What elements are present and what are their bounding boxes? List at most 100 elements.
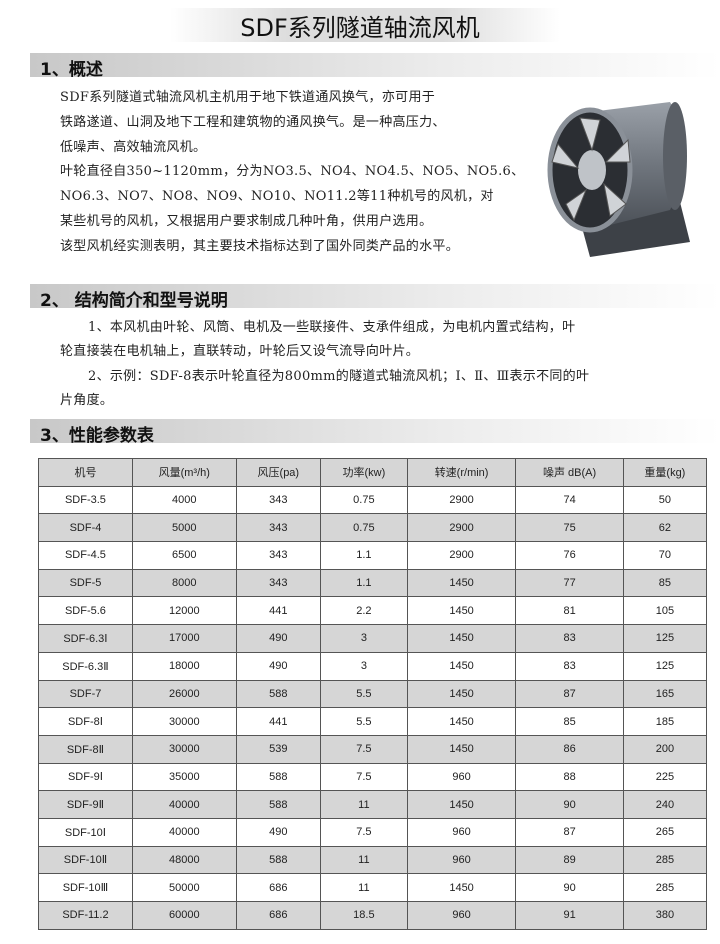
column-header: 噪声 dB(A) xyxy=(515,458,624,487)
table-cell: 75 xyxy=(515,513,624,543)
table-cell: SDF-6.3Ⅱ xyxy=(38,651,133,681)
table-cell: 7.5 xyxy=(320,817,408,847)
table-row: SDF-10Ⅰ 40000 490 7.5 960 87 265 xyxy=(38,817,708,847)
table-row: SDF-6.3Ⅰ 17000 490 3 1450 83 125 xyxy=(38,624,708,653)
table-cell: 490 xyxy=(235,624,322,653)
table-cell: 88 xyxy=(515,762,624,792)
table-cell: 1450 xyxy=(406,596,517,626)
table-row: SDF-10Ⅲ 50000 686 11 1450 90 285 xyxy=(38,873,708,902)
table-cell: SDF-5 xyxy=(38,568,133,598)
table-cell: 50 xyxy=(622,485,708,515)
table-cell: 240 xyxy=(622,790,708,819)
section-title: 2、 结构简介和型号说明 xyxy=(40,291,228,311)
table-cell: 83 xyxy=(515,624,624,653)
table-cell: 960 xyxy=(406,762,517,792)
table-row: SDF-9Ⅱ 40000 588 11 1450 90 240 xyxy=(38,790,708,819)
table-cell: 74 xyxy=(515,485,624,515)
header-row: 机号 风量(m³/h) 风压(pa) 功率(kw) 转速(r/min) 噪声 dB(A) 重… xyxy=(38,458,708,487)
table-cell: 4000 xyxy=(131,485,237,515)
table-cell: SDF-8Ⅱ xyxy=(38,734,133,764)
paragraph-line: 低噪声、高效轴流风机。 xyxy=(60,140,207,155)
table-row: SDF-8Ⅱ 30000 539 7.5 1450 86 200 xyxy=(38,734,708,764)
table-cell: 490 xyxy=(235,651,322,681)
table-cell: SDF-11.2 xyxy=(38,901,133,930)
table-cell: 588 xyxy=(235,762,322,792)
table-row: SDF-8Ⅰ 30000 441 5.5 1450 85 185 xyxy=(38,707,708,736)
table-cell: SDF-8Ⅰ xyxy=(38,707,133,736)
table-cell: 81 xyxy=(515,596,624,626)
table-cell: 200 xyxy=(622,734,708,764)
table-cell: SDF-10Ⅲ xyxy=(38,873,133,902)
table-cell: 588 xyxy=(235,679,322,709)
table-cell: 1450 xyxy=(406,790,517,819)
table-cell: 90 xyxy=(515,790,624,819)
fan-image xyxy=(547,102,690,257)
table-cell: 11 xyxy=(320,845,408,875)
table-cell: 225 xyxy=(622,762,708,792)
page-title: SDF系列隧道轴流风机 xyxy=(240,14,480,42)
table-cell: 588 xyxy=(235,845,322,875)
table-row: SDF-3.5 4000 343 0.75 2900 74 50 xyxy=(38,485,708,515)
table-row: SDF-9Ⅰ 35000 588 7.5 960 88 225 xyxy=(38,762,708,792)
table-cell: 380 xyxy=(622,901,708,930)
table-cell: 18000 xyxy=(131,651,237,681)
paragraph-line: 2、示例：SDF-8表示叶轮直径为800mm的隧道式轴流风机；Ⅰ、Ⅱ、Ⅲ表示不同… xyxy=(88,369,590,384)
table-cell: 0.75 xyxy=(320,513,408,543)
table-cell: 686 xyxy=(235,873,322,902)
column-header: 重量(kg) xyxy=(622,458,708,487)
table-cell: 125 xyxy=(622,651,708,681)
table-cell: 1450 xyxy=(406,679,517,709)
table-cell: 265 xyxy=(622,817,708,847)
table-cell: 90 xyxy=(515,873,624,902)
table-cell: 86 xyxy=(515,734,624,764)
table-cell: 1.1 xyxy=(320,541,408,570)
table-cell: 60000 xyxy=(131,901,237,930)
table-cell: 62 xyxy=(622,513,708,543)
table-cell: 343 xyxy=(235,541,322,570)
table-cell: SDF-6.3Ⅰ xyxy=(38,624,133,653)
table-cell: SDF-7 xyxy=(38,679,133,709)
paragraph-line: SDF系列隧道式轴流风机主机用于地下铁道通风换气，亦可用于 xyxy=(60,90,436,105)
table-cell: 40000 xyxy=(131,790,237,819)
table-cell: 12000 xyxy=(131,596,237,626)
table-cell: 11 xyxy=(320,873,408,902)
table-cell: 588 xyxy=(235,790,322,819)
table-cell: 91 xyxy=(515,901,624,930)
table-row: SDF-6.3Ⅱ 18000 490 3 1450 83 125 xyxy=(38,651,708,681)
table-cell: 285 xyxy=(622,873,708,902)
table-cell: 5.5 xyxy=(320,707,408,736)
table-cell: 343 xyxy=(235,485,322,515)
table-cell: 1.1 xyxy=(320,568,408,598)
table-cell: SDF-3.5 xyxy=(38,485,133,515)
table-cell: 0.75 xyxy=(320,485,408,515)
column-header: 转速(r/min) xyxy=(406,458,517,487)
table-cell: SDF-5.6 xyxy=(38,596,133,626)
table-cell: 3 xyxy=(320,624,408,653)
table-cell: 2900 xyxy=(406,541,517,570)
column-header: 机号 xyxy=(38,458,133,487)
table-cell: 343 xyxy=(235,513,322,543)
table-cell: 18.5 xyxy=(320,901,408,930)
table-row: SDF-5.6 12000 441 2.2 1450 81 105 xyxy=(38,596,708,626)
table-cell: 1450 xyxy=(406,734,517,764)
paragraph-line: 该型风机经实测表明，其主要技术指标达到了国外同类产品的水平。 xyxy=(60,239,460,254)
table-cell: 2900 xyxy=(406,513,517,543)
paragraph-line: 1、本风机由叶轮、风筒、电机及一些联接件、支承件组成，为电机内置式结构，叶 xyxy=(88,320,576,335)
performance-table: 机号 风量(m³/h) 风压(pa) 功率(kw) 转速(r/min) 噪声 dB(A) 重… xyxy=(38,458,708,930)
table-cell: 8000 xyxy=(131,568,237,598)
table-cell: 960 xyxy=(406,901,517,930)
table-cell: SDF-9Ⅱ xyxy=(38,790,133,819)
title-band xyxy=(170,8,560,42)
table-cell: 83 xyxy=(515,651,624,681)
table-cell: 1450 xyxy=(406,707,517,736)
table-cell: 50000 xyxy=(131,873,237,902)
table-cell: 960 xyxy=(406,845,517,875)
section-title: 3、性能参数表 xyxy=(40,426,154,446)
paragraph-line: 铁路遂道、山洞及地下工程和建筑物的通风换气。是一种高压力、 xyxy=(60,115,446,130)
table-cell: 185 xyxy=(622,707,708,736)
table-cell: 30000 xyxy=(131,707,237,736)
table-cell: 85 xyxy=(515,707,624,736)
table-row: SDF-4.5 6500 343 1.1 2900 76 70 xyxy=(38,541,708,570)
table-cell: 5000 xyxy=(131,513,237,543)
table-cell: 490 xyxy=(235,817,322,847)
